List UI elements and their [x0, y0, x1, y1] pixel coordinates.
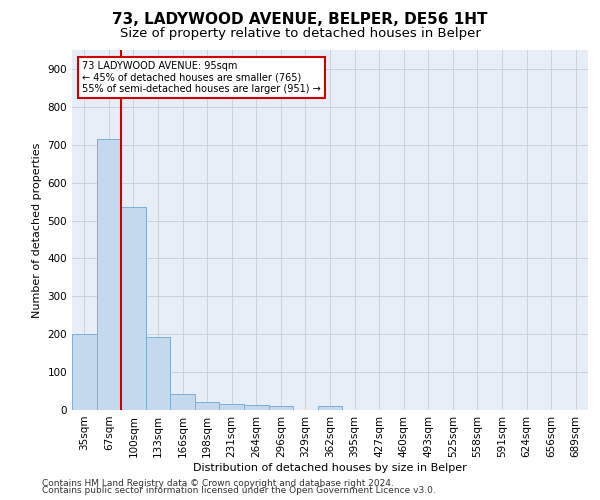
- Text: Contains public sector information licensed under the Open Government Licence v3: Contains public sector information licen…: [42, 486, 436, 495]
- Bar: [121, 208, 146, 410]
- Bar: [195, 402, 220, 410]
- Y-axis label: Number of detached properties: Number of detached properties: [32, 142, 42, 318]
- Bar: [72, 334, 97, 410]
- Bar: [244, 405, 269, 410]
- Bar: [318, 406, 342, 410]
- X-axis label: Distribution of detached houses by size in Belper: Distribution of detached houses by size …: [193, 462, 467, 472]
- Bar: [97, 139, 121, 410]
- Text: Size of property relative to detached houses in Belper: Size of property relative to detached ho…: [119, 28, 481, 40]
- Bar: [269, 406, 293, 410]
- Bar: [220, 404, 244, 410]
- Bar: [146, 337, 170, 410]
- Bar: [170, 394, 195, 410]
- Text: Contains HM Land Registry data © Crown copyright and database right 2024.: Contains HM Land Registry data © Crown c…: [42, 478, 394, 488]
- Text: 73 LADYWOOD AVENUE: 95sqm
← 45% of detached houses are smaller (765)
55% of semi: 73 LADYWOOD AVENUE: 95sqm ← 45% of detac…: [82, 61, 321, 94]
- Text: 73, LADYWOOD AVENUE, BELPER, DE56 1HT: 73, LADYWOOD AVENUE, BELPER, DE56 1HT: [112, 12, 488, 28]
